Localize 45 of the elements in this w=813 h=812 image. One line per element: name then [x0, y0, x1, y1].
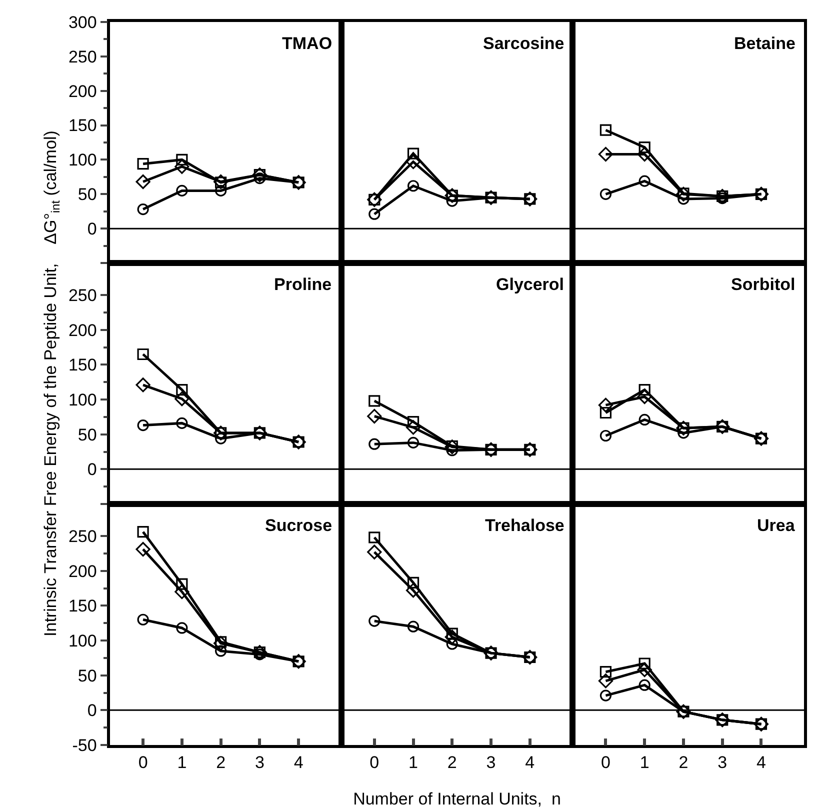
y-tick-label: 100	[68, 390, 97, 410]
x-tick-label: 0	[370, 753, 380, 772]
x-tick-label: 1	[640, 753, 650, 772]
y-tick-label: 0	[87, 701, 97, 720]
y-tick-label: 200	[68, 320, 97, 340]
y-tick-label: -50	[72, 736, 97, 755]
y-tick-label: 0	[87, 220, 97, 239]
x-tick-label: 0	[138, 753, 148, 772]
y-tick-label: 50	[78, 185, 97, 204]
y-tick-label: 150	[68, 596, 97, 616]
y-tick-label: 200	[68, 82, 97, 101]
y-tick-label: 0	[87, 460, 97, 480]
x-tick-label: 0	[600, 753, 610, 772]
text: TMAO	[282, 34, 332, 53]
x-tick-label: 3	[718, 753, 728, 772]
text: Betaine	[734, 34, 796, 53]
x-tick-label: 2	[678, 753, 688, 772]
y-tick-label: 100	[68, 150, 97, 170]
text: Glycerol	[496, 275, 564, 294]
text: Proline	[274, 275, 332, 294]
x-tick-label: 4	[525, 753, 535, 772]
text: Sucrose	[265, 516, 332, 535]
x-tick-label: 1	[408, 753, 418, 772]
text: Urea	[757, 516, 796, 535]
x-tick-label: 2	[216, 753, 226, 772]
y-tick-label: 100	[68, 631, 97, 650]
y-tick-label: 50	[78, 425, 97, 444]
x-tick-label: 4	[294, 753, 304, 772]
y-tick-label: 50	[78, 666, 97, 686]
x-tick-label: 3	[486, 753, 496, 772]
x-tick-label: 4	[756, 753, 766, 772]
y-tick-label: 250	[68, 47, 97, 66]
x-axis-title: Number of Internal Units, n	[353, 790, 561, 809]
text: Trehalose	[485, 516, 564, 535]
y-tick-label: 200	[68, 562, 97, 581]
y-tick-label: 250	[68, 286, 97, 305]
y-tick-label: 150	[68, 116, 97, 136]
text: Sorbitol	[731, 275, 796, 294]
text: Sarcosine	[483, 34, 564, 53]
x-tick-label: 3	[254, 753, 264, 772]
y-tick-label: 300	[68, 12, 97, 32]
x-tick-label: 2	[447, 753, 457, 772]
y-tick-label: 250	[68, 526, 97, 546]
x-tick-label: 1	[177, 753, 187, 772]
y-tick-label: 150	[68, 356, 97, 375]
